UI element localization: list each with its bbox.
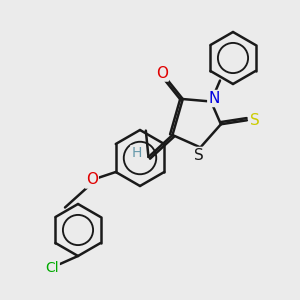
Text: S: S [250, 113, 260, 128]
Text: H: H [131, 146, 142, 160]
Text: N: N [208, 91, 220, 106]
Text: S: S [194, 148, 203, 163]
Text: O: O [156, 65, 168, 80]
Text: Cl: Cl [45, 261, 59, 275]
Text: O: O [86, 172, 98, 188]
